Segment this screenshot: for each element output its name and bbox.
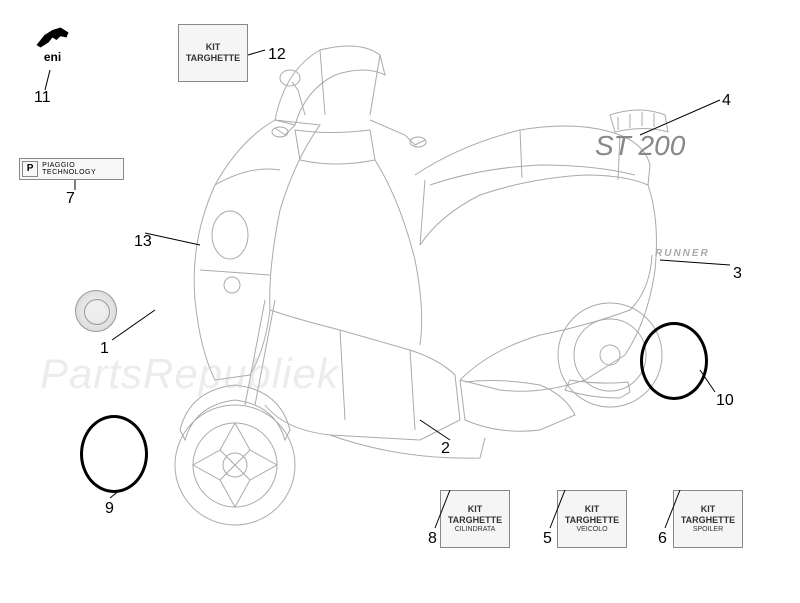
circle-part-10 — [640, 322, 708, 400]
kit-line1: KIT — [585, 504, 600, 515]
eni-dragon-icon — [33, 25, 73, 50]
piaggio-technology-text: PIAGGIO TECHNOLOGY — [42, 162, 121, 176]
callout-9: 9 — [105, 500, 114, 518]
kit-line1: KIT — [468, 504, 483, 515]
kit-line3: SPOILER — [693, 526, 723, 534]
kit-line1: KIT — [206, 42, 221, 53]
front-badge-inner — [84, 299, 110, 325]
callout-2: 2 — [441, 440, 450, 458]
callout-12: 12 — [268, 46, 286, 64]
kit-line1: KIT — [701, 504, 716, 515]
kit-line3: CILINDRATA — [455, 526, 496, 534]
kit-line2: TARGHETTE — [448, 515, 502, 526]
kit-line2: TARGHETTE — [681, 515, 735, 526]
kit-label-veicolo: KIT TARGHETTE VEICOLO — [557, 490, 627, 548]
kit-label-top: KIT TARGHETTE — [178, 24, 248, 82]
kit-line3: VEICOLO — [576, 526, 607, 534]
callout-8: 8 — [428, 530, 437, 548]
piaggio-p-badge: P — [22, 161, 38, 177]
kit-label-spoiler: KIT TARGHETTE SPOILER — [673, 490, 743, 548]
eni-logo: eni — [30, 25, 75, 65]
callout-10: 10 — [716, 392, 734, 410]
callout-1: 1 — [100, 340, 109, 358]
kit-line2: TARGHETTE — [565, 515, 619, 526]
callout-4: 4 — [722, 92, 731, 110]
parts-diagram: PartsRepubliek eni P PIAGGIO TECHNOLOGY … — [0, 0, 800, 603]
kit-label-cilindrata: KIT TARGHETTE CILINDRATA — [440, 490, 510, 548]
kit-line2: TARGHETTE — [186, 53, 240, 64]
runner-label: RUNNER — [655, 248, 710, 259]
scooter-illustration — [120, 20, 700, 550]
piaggio-technology-plate: P PIAGGIO TECHNOLOGY — [19, 158, 124, 180]
callout-7: 7 — [66, 190, 75, 208]
callout-6: 6 — [658, 530, 667, 548]
front-badge — [75, 290, 117, 332]
callout-5: 5 — [543, 530, 552, 548]
eni-brand-text: eni — [44, 50, 61, 64]
callout-11: 11 — [34, 89, 51, 107]
model-designation: ST 200 — [595, 130, 685, 162]
callout-3: 3 — [733, 265, 742, 283]
circle-part-9 — [80, 415, 148, 493]
callout-13: 13 — [134, 233, 152, 251]
